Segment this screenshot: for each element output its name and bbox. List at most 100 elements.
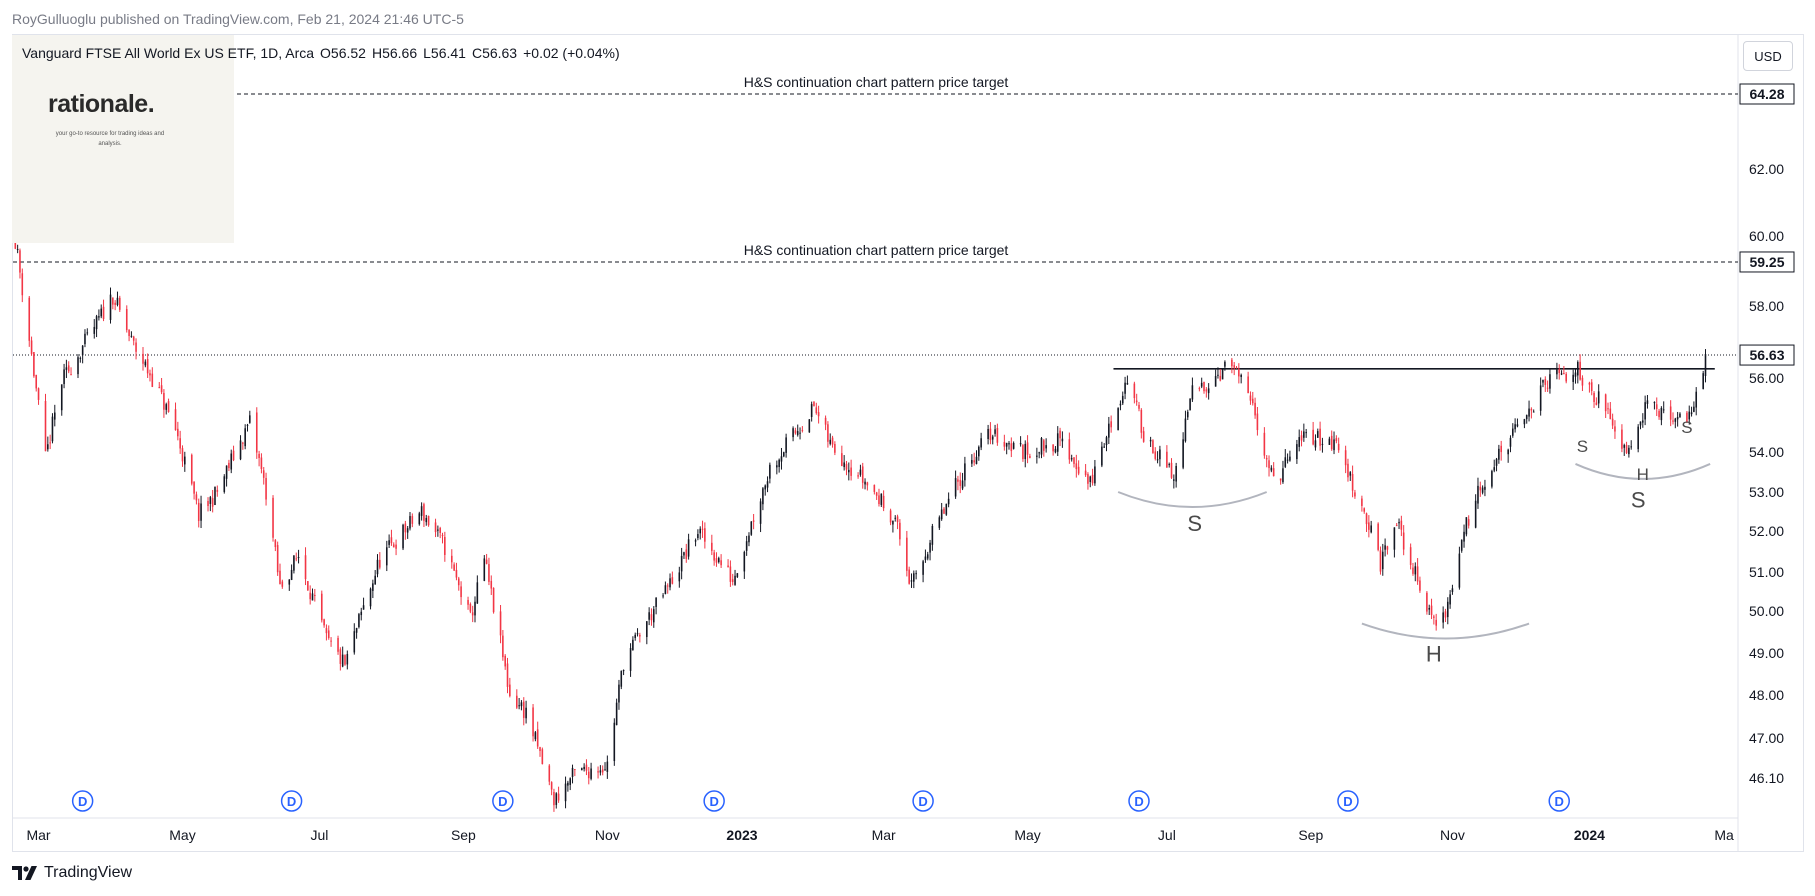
candle-body xyxy=(67,365,70,372)
candle-body xyxy=(1263,432,1266,456)
candle xyxy=(453,562,455,572)
candle-body xyxy=(439,528,441,533)
candle-body xyxy=(604,769,606,771)
time-axis[interactable]: Mar May Jul Sep Nov 2023 Mar May Jul Sep Nov 2024 Ma xyxy=(26,827,1734,843)
candle-body xyxy=(1530,408,1533,411)
candle xyxy=(1265,455,1268,468)
candle-body xyxy=(1012,442,1015,449)
dividend-marker: D xyxy=(1128,790,1150,812)
candle xyxy=(1191,377,1194,402)
candle xyxy=(778,458,780,473)
candle xyxy=(177,421,179,441)
candle xyxy=(945,503,948,516)
candle xyxy=(1500,440,1502,461)
candle-body xyxy=(258,453,260,459)
candle-body xyxy=(274,540,277,548)
symbol-name[interactable]: Vanguard FTSE All World Ex US ETF, 1D, A… xyxy=(22,45,315,61)
candle-body xyxy=(1061,438,1064,442)
candle xyxy=(93,319,96,339)
candle xyxy=(1493,459,1496,473)
candle-body xyxy=(1024,443,1027,459)
candle xyxy=(1416,558,1419,585)
candle xyxy=(47,436,49,452)
price-axis[interactable]: 62.00 60.00 58.00 56.00 54.00 53.00 52.00 51.00… xyxy=(1739,83,1795,786)
x-tick-label: Jul xyxy=(311,827,329,843)
dividend-badge xyxy=(1128,790,1150,812)
candle xyxy=(564,776,567,809)
candle-body xyxy=(632,639,634,650)
candle-body xyxy=(193,481,195,494)
candle-body xyxy=(1156,459,1159,461)
candle-body xyxy=(1247,376,1249,394)
candle-body xyxy=(1189,398,1191,411)
candle xyxy=(1507,448,1509,463)
candle xyxy=(620,670,623,690)
candle xyxy=(65,359,68,379)
candle xyxy=(597,766,599,779)
candle xyxy=(1119,400,1122,411)
candle xyxy=(671,571,674,585)
candle xyxy=(548,764,551,786)
candle xyxy=(1328,436,1331,445)
candle-body xyxy=(509,684,511,697)
candle xyxy=(358,612,360,629)
candle-body xyxy=(1094,466,1096,484)
candle-body xyxy=(330,640,332,642)
candle-body xyxy=(913,573,915,582)
candle xyxy=(1068,432,1071,464)
candle-body xyxy=(1337,443,1340,451)
candle-body xyxy=(943,508,945,514)
dividend-label: D xyxy=(1134,794,1143,809)
candle-body xyxy=(60,384,63,411)
candle xyxy=(1386,545,1389,555)
currency-button[interactable]: USD xyxy=(1743,41,1793,71)
candle xyxy=(766,476,769,493)
candle-body xyxy=(418,513,421,525)
candle-body xyxy=(1465,517,1468,535)
candle xyxy=(650,608,653,626)
candle xyxy=(1361,495,1363,512)
candle xyxy=(225,465,228,487)
candle-body xyxy=(84,333,86,345)
candle-body xyxy=(1054,448,1057,453)
candle xyxy=(193,481,195,500)
tradingview-brand[interactable]: TradingView xyxy=(12,864,132,882)
candle-body xyxy=(47,444,49,450)
candle xyxy=(1142,426,1145,443)
candle-body xyxy=(320,593,323,621)
price-target-tag-text: 59.25 xyxy=(1749,254,1784,270)
candle-body xyxy=(769,464,771,479)
candle-body xyxy=(1349,472,1352,476)
pattern-arc xyxy=(1575,463,1711,480)
candle xyxy=(109,287,112,324)
candle-body xyxy=(116,297,119,305)
candle-body xyxy=(437,529,439,531)
candle xyxy=(297,549,300,564)
symbol-legend[interactable]: Vanguard FTSE All World Ex US ETF, 1D, A… xyxy=(22,45,626,61)
candle-body xyxy=(1477,485,1479,504)
candle xyxy=(534,731,537,742)
candle xyxy=(1525,414,1528,424)
candle xyxy=(1335,435,1338,444)
candle-body xyxy=(1623,445,1626,448)
candle-body xyxy=(1173,479,1175,481)
last-price-tag-text: 56.63 xyxy=(1749,347,1784,363)
candle-body xyxy=(1614,426,1616,432)
candle xyxy=(1282,460,1284,484)
candle xyxy=(337,635,339,655)
candle xyxy=(1688,405,1691,425)
candle xyxy=(880,493,883,507)
candle xyxy=(639,632,641,643)
candle xyxy=(1565,372,1567,384)
candle-body xyxy=(1265,457,1268,460)
candle-body xyxy=(195,494,198,501)
candle-body xyxy=(281,581,284,587)
candle xyxy=(1040,437,1043,459)
candle-body xyxy=(785,437,787,453)
candle-body xyxy=(1316,431,1319,438)
candle-body xyxy=(1442,612,1444,623)
candle-body xyxy=(1660,407,1663,421)
y-tick-label: 52.00 xyxy=(1749,523,1784,539)
candle xyxy=(1272,462,1275,477)
